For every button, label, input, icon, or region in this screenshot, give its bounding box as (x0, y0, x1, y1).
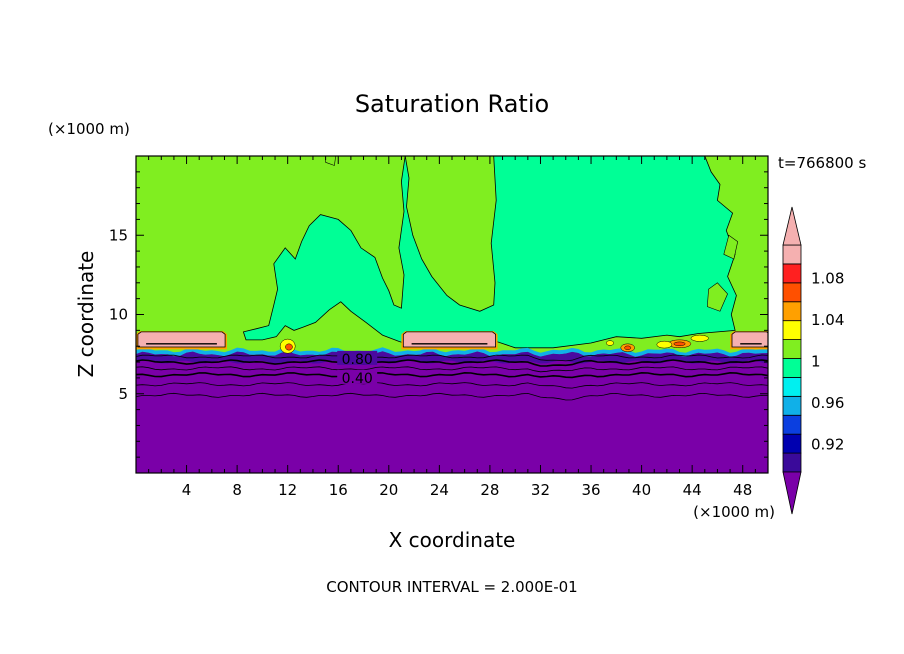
contour-line (136, 392, 768, 401)
colorbar-swatch (782, 282, 802, 303)
contour-label: 0.80 (342, 352, 373, 368)
x-unit-label: (×1000 m) (693, 503, 775, 521)
colorbar-label: 1 (811, 353, 821, 371)
colorbar-swatch (782, 339, 802, 359)
saturation-field: 0.80 0.40 (136, 156, 768, 473)
x-axis-label: X coordinate (389, 528, 516, 552)
x-axis: 4 8 12 16 20 24 28 32 36 40 44 48 (148, 156, 769, 499)
y-unit-label: (×1000 m) (48, 120, 130, 138)
supersaturated-cell (656, 340, 673, 349)
colorbar-swatch (782, 358, 802, 378)
y-axis: 5 10 15 (109, 171, 768, 458)
contour-line (136, 354, 768, 362)
colorbar-label: 0.96 (811, 394, 844, 412)
colorbar-swatch (782, 452, 802, 473)
colorbar-under-arrow (782, 471, 802, 515)
colorbar: 0.92 0.96 1 1.04 1.08 (782, 206, 844, 515)
colorbar-label: 0.92 (811, 436, 844, 454)
chart-title: Saturation Ratio (355, 90, 549, 118)
x-tick-label: 20 (379, 481, 398, 499)
x-tick-label: 12 (278, 481, 297, 499)
x-tick-label: 4 (182, 481, 192, 499)
moist-patch (723, 234, 739, 260)
colorbar-label: 1.04 (811, 311, 844, 329)
colorbar-swatch (782, 244, 802, 265)
contour-line (136, 382, 768, 389)
supersaturated-cell (605, 340, 615, 346)
colorbar-swatch (782, 433, 802, 454)
colorbar-swatch (782, 320, 802, 340)
x-tick-label: 32 (531, 481, 550, 499)
x-tick-label: 44 (683, 481, 702, 499)
near-saturated-region (242, 156, 737, 349)
cloud-left (137, 331, 226, 348)
x-tick-label: 40 (632, 481, 651, 499)
y-tick-label: 5 (118, 385, 128, 403)
colorbar-swatch (782, 301, 802, 322)
contour-line (136, 366, 768, 373)
colorbar-swatch (782, 377, 802, 397)
y-tick-label: 15 (109, 226, 128, 244)
moist-patch (706, 282, 728, 312)
x-tick-label: 36 (581, 481, 600, 499)
colorbar-swatch (782, 414, 802, 435)
colorbar-swatch (782, 263, 802, 284)
contour-line (136, 371, 768, 379)
dry-layer (136, 351, 768, 473)
x-tick-label: 48 (733, 481, 752, 499)
colorbar-label: 1.08 (811, 269, 844, 287)
cloud-center (402, 331, 496, 348)
y-tick-label: 10 (109, 306, 128, 324)
supersaturated-cell (624, 345, 632, 350)
y-axis-label: Z coordinate (74, 251, 98, 378)
supersaturated-cell (285, 343, 293, 351)
colorbar-swatch (782, 395, 802, 416)
contour-label-bg (337, 350, 378, 365)
supersaturated-cell (673, 341, 686, 346)
contour-line (136, 359, 768, 367)
contour-interval-footer: CONTOUR INTERVAL = 2.000E-01 (326, 578, 577, 596)
x-tick-label: 28 (480, 481, 499, 499)
colorbar-over-arrow (782, 206, 802, 246)
contour-label-bg (337, 369, 378, 384)
contour-label: 0.40 (342, 371, 373, 387)
time-label: t=766800 s (778, 154, 866, 172)
x-tick-label: 16 (329, 481, 348, 499)
cloud-right (731, 331, 768, 348)
supersaturated-cell (690, 334, 709, 342)
dry-band (136, 351, 768, 364)
x-tick-label: 8 (232, 481, 242, 499)
x-tick-label: 24 (430, 481, 449, 499)
